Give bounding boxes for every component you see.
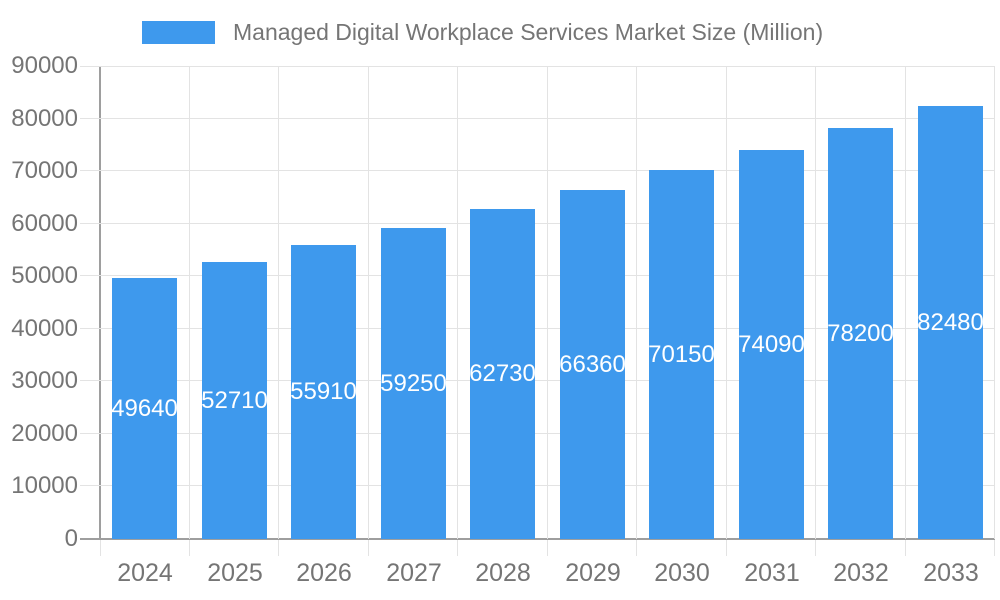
y-axis-label: 50000 — [11, 262, 78, 289]
bar-value-label: 66360 — [559, 350, 626, 378]
y-axis-tick — [80, 223, 100, 224]
x-axis-line — [80, 538, 995, 540]
x-axis-tick — [905, 540, 906, 556]
x-axis-tick — [726, 540, 727, 556]
bar-value-label: 55910 — [290, 378, 357, 405]
gridline-v — [726, 66, 727, 539]
legend[interactable]: Managed Digital Workplace Services Marke… — [142, 19, 823, 46]
y-axis-label: 0 — [64, 525, 78, 552]
y-axis-label: 90000 — [11, 52, 78, 79]
x-axis-tick — [547, 540, 548, 556]
gridline-v — [547, 66, 548, 539]
y-axis-tick — [80, 380, 100, 381]
gridline-v — [905, 66, 906, 539]
plot-area: 49640 52710 55910 59250 62730 66360 70150 74090… — [80, 66, 995, 556]
y-axis-tick — [80, 275, 100, 276]
bar-value-label: 59250 — [380, 369, 447, 397]
bar-2033[interactable]: 82480 — [917, 106, 984, 539]
x-axis-label-2030: 2030 — [654, 559, 710, 587]
y-axis-tick — [80, 485, 100, 486]
x-axis-label-2032: 2032 — [833, 559, 889, 587]
y-axis-line — [99, 66, 101, 540]
gridline-v — [636, 66, 637, 539]
y-axis-tick — [80, 118, 100, 119]
y-axis-label: 20000 — [11, 420, 78, 447]
bar-2029[interactable]: 66360 — [559, 190, 626, 539]
y-axis-label: 70000 — [11, 157, 78, 184]
legend-label[interactable]: Managed Digital Workplace Services Marke… — [233, 19, 824, 45]
x-axis-label-2024: 2024 — [117, 559, 173, 587]
y-axis-label: 60000 — [11, 210, 78, 237]
bar-value-label: 82480 — [917, 308, 984, 336]
x-axis-label-2031: 2031 — [744, 559, 800, 587]
bar-2025[interactable]: 52710 — [201, 262, 268, 539]
y-axis-tick — [80, 328, 100, 329]
bar-2030[interactable]: 70150 — [648, 170, 715, 539]
x-axis-label-2028: 2028 — [475, 559, 531, 587]
y-axis-tick — [80, 66, 100, 67]
x-axis-tick — [457, 540, 458, 556]
gridline-v — [189, 66, 190, 539]
x-axis-label-2026: 2026 — [296, 559, 352, 587]
bar-value-label: 70150 — [648, 340, 715, 368]
x-axis-label-2025: 2025 — [207, 559, 263, 587]
y-axis-tick — [80, 433, 100, 434]
y-axis-label: 10000 — [11, 472, 78, 499]
bar-value-label: 49640 — [111, 394, 178, 422]
gridline-v — [994, 66, 995, 539]
bar-value-label: 78200 — [827, 319, 894, 347]
x-axis-tick — [100, 540, 101, 556]
gridline-v — [368, 66, 369, 539]
legend-swatch[interactable] — [142, 21, 215, 44]
bar-value-label: 74090 — [738, 330, 805, 358]
gridline-v — [278, 66, 279, 539]
bar-2032[interactable]: 78200 — [827, 128, 894, 539]
x-axis-label-2029: 2029 — [565, 559, 621, 587]
bar-2031[interactable]: 74090 — [738, 150, 805, 539]
bar-2027[interactable]: 59250 — [380, 228, 447, 539]
gridline-v — [815, 66, 816, 539]
x-axis-tick — [278, 540, 279, 556]
x-axis-tick — [994, 540, 995, 556]
bar-2026[interactable]: 55910 — [290, 245, 357, 539]
bar-2028[interactable]: 62730 — [469, 209, 536, 539]
y-axis-label: 80000 — [11, 105, 78, 132]
y-axis-label: 30000 — [11, 367, 78, 394]
bar-value-label: 62730 — [469, 360, 536, 387]
y-axis-labels: 0 10000 20000 30000 40000 50000 60000 70000 8000… — [0, 54, 80, 551]
x-axis-label-2033: 2033 — [923, 559, 979, 587]
x-axis-label-2027: 2027 — [386, 559, 442, 587]
gridline-v — [457, 66, 458, 539]
y-axis-label: 40000 — [11, 315, 78, 342]
bar-value-label: 52710 — [201, 386, 268, 414]
y-axis-tick — [80, 170, 100, 171]
x-axis-labels: 2024 2025 2026 2027 2028 2029 2030 2031 2032 2033 — [100, 559, 995, 589]
x-axis-tick — [189, 540, 190, 556]
x-axis-tick — [636, 540, 637, 556]
x-axis-tick — [368, 540, 369, 556]
bar-2024[interactable]: 49640 — [111, 278, 178, 539]
x-axis-tick — [815, 540, 816, 556]
